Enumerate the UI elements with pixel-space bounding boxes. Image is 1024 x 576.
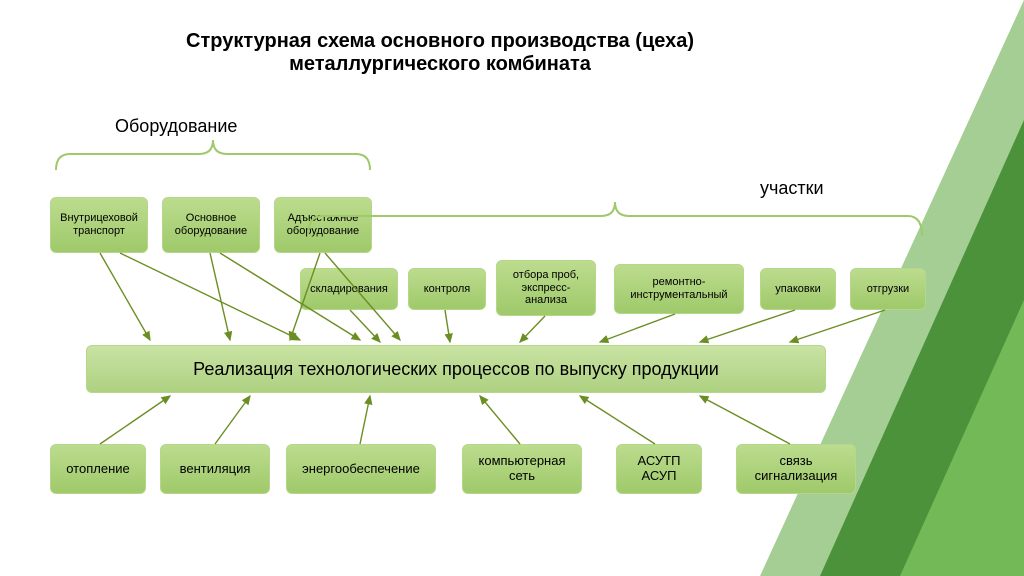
n-sample: отбора проб, экспресс-анализа — [496, 260, 596, 316]
n-central: Реализация технологических процессов по … — [86, 345, 826, 393]
page-title: Структурная схема основного производства… — [160, 30, 720, 76]
brk-sect — [308, 202, 922, 236]
n-vent: вентиляция — [160, 444, 270, 494]
n-control: контроля — [408, 268, 486, 310]
title-line2: металлургического комбината — [160, 53, 720, 76]
n-net: компьютерная сеть — [462, 444, 582, 494]
n-signal: связь сигнализация — [736, 444, 856, 494]
arrow — [790, 310, 885, 342]
n-transport: Внутрицеховой транспорт — [50, 197, 148, 253]
n-asutp: АСУТП АСУП — [616, 444, 702, 494]
n-pack: упаковки — [760, 268, 836, 310]
sections-label: участки — [760, 178, 824, 199]
equip-label: Оборудование — [115, 116, 237, 137]
arrow — [360, 396, 370, 444]
n-adjust: Адъюстажное оборудование — [274, 197, 372, 253]
arrow — [445, 310, 450, 342]
n-repair: ремонтно-инструментальный — [614, 264, 744, 314]
arrow — [100, 396, 170, 444]
arrow — [480, 396, 520, 444]
n-ship: отгрузки — [850, 268, 926, 310]
n-main-equip: Основное оборудование — [162, 197, 260, 253]
arrow — [520, 316, 545, 342]
arrow — [210, 253, 230, 340]
arrow — [600, 314, 675, 342]
n-energy: энергообеспечение — [286, 444, 436, 494]
n-store: складирования — [300, 268, 398, 310]
arrow — [700, 396, 790, 444]
arrow — [120, 253, 300, 340]
brk-equip — [56, 140, 370, 170]
n-heat: отопление — [50, 444, 146, 494]
title-line1: Структурная схема основного производства… — [160, 30, 720, 53]
arrow — [350, 310, 380, 342]
arrow — [215, 396, 250, 444]
arrow — [100, 253, 150, 340]
diagram-stage: { "canvas": { "w": 1024, "h": 576, "bg":… — [0, 0, 1024, 576]
arrow — [580, 396, 655, 444]
arrow — [700, 310, 795, 342]
